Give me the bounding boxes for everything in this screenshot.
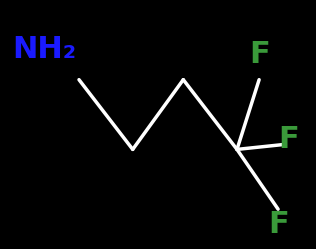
- Text: NH₂: NH₂: [13, 35, 77, 64]
- Text: F: F: [250, 40, 270, 69]
- Text: F: F: [278, 125, 299, 154]
- Text: F: F: [269, 210, 289, 239]
